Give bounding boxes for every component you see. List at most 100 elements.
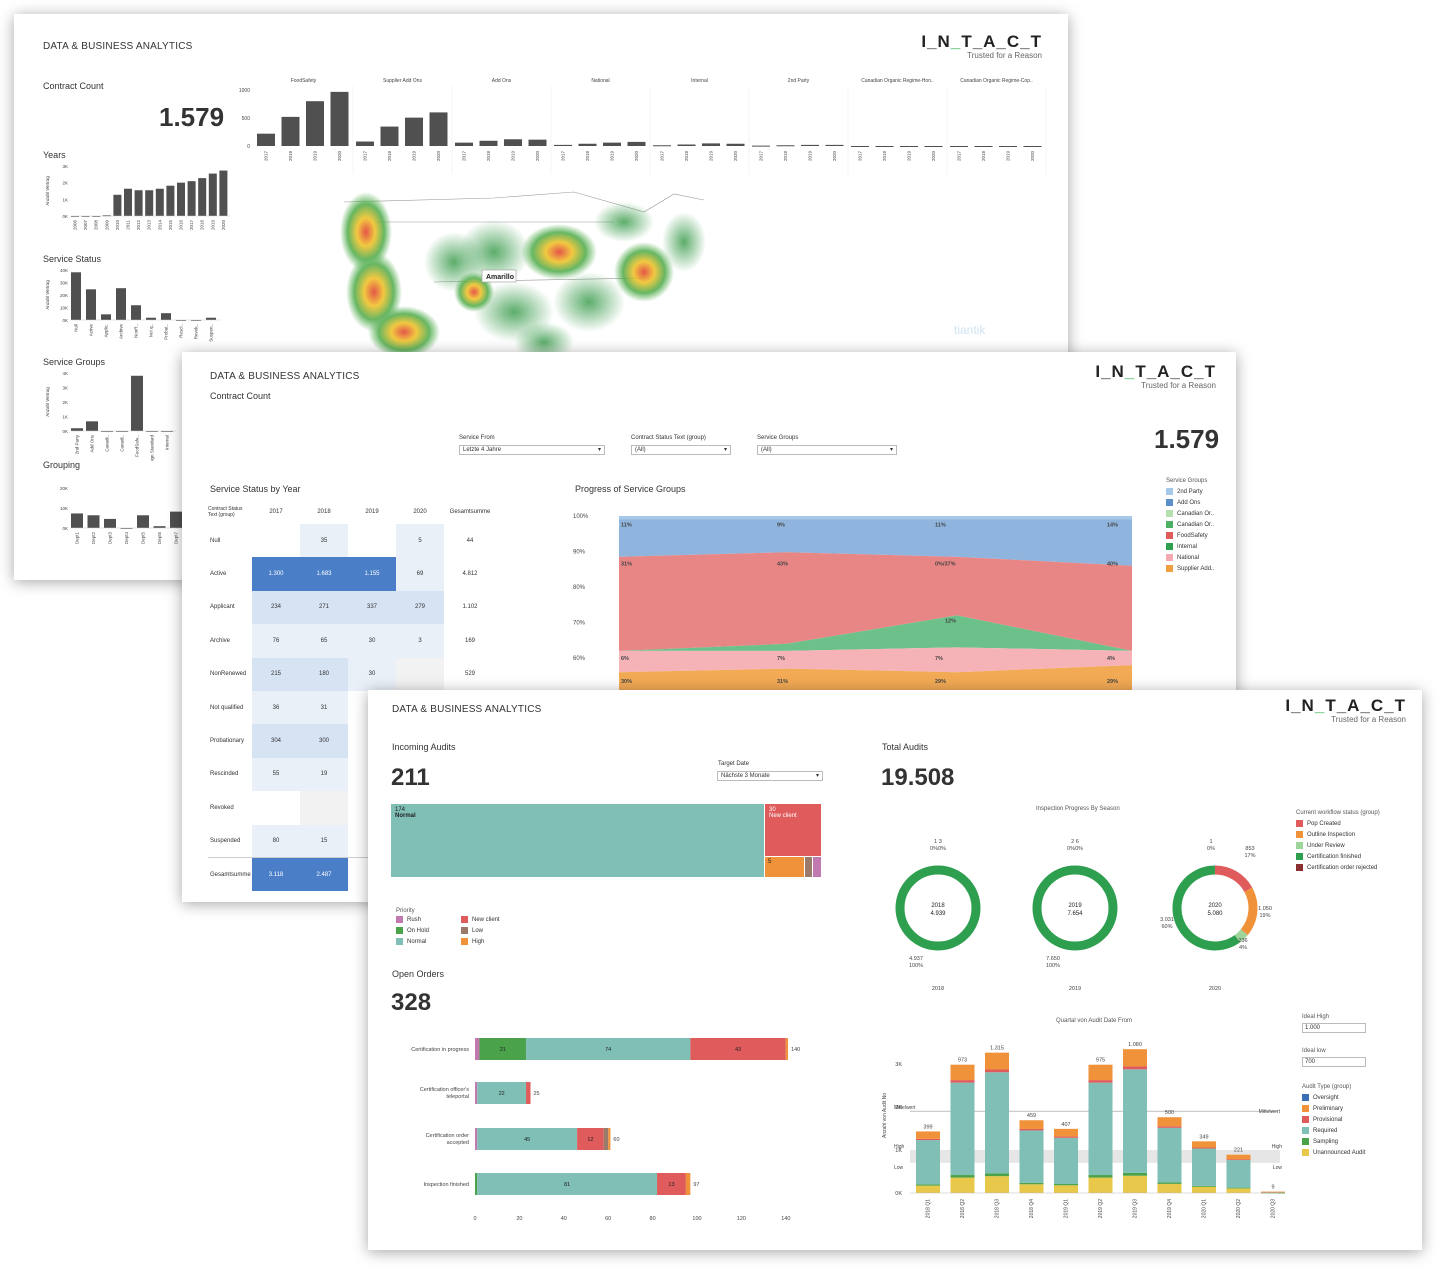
quarter-bar-segment (1123, 1049, 1147, 1067)
workflow-legend-item[interactable]: Outline Inspection (1296, 829, 1380, 840)
heatmap-cell[interactable] (396, 657, 444, 691)
legend-swatch (1296, 831, 1303, 838)
heatmap-cell[interactable] (348, 524, 396, 558)
treemap-rush[interactable] (813, 857, 821, 877)
audit-type-legend-item[interactable]: Provisional (1302, 1114, 1365, 1125)
quarter-bar-segment (916, 1140, 940, 1185)
heatmap-cell[interactable]: 271 (300, 590, 348, 625)
heatmap-cell[interactable] (252, 791, 300, 825)
service-groups-legend-item[interactable]: Add Ons (1166, 497, 1214, 508)
service-groups-legend-item[interactable]: Canadian Or.. (1166, 519, 1214, 530)
heatmap-cell[interactable]: 3.118 (252, 857, 300, 892)
bar (161, 313, 171, 320)
quarter-total-label: 221 (1234, 1148, 1243, 1154)
service-groups-legend-item[interactable]: Canadian Or.. (1166, 508, 1214, 519)
audit-type-legend-item[interactable]: Required (1302, 1125, 1365, 1136)
priority-legend-item[interactable]: High (461, 936, 526, 947)
heatmap-cell[interactable]: 337 (348, 590, 396, 625)
treemap-normal[interactable]: 174 Normal (391, 804, 764, 877)
audit-type-legend-item[interactable]: Preliminary (1302, 1103, 1365, 1114)
heatmap-cell[interactable]: 180 (300, 657, 348, 691)
heatmap-cell[interactable]: 30 (348, 657, 396, 691)
heatmap-cell[interactable]: 36 (252, 690, 300, 725)
priority-legend-item[interactable]: Low (461, 925, 526, 936)
treemap-low[interactable] (805, 857, 812, 877)
bar (306, 101, 324, 146)
audit-type-legend-item[interactable]: Unannounced Audit (1302, 1147, 1365, 1158)
heatmap-cell[interactable]: 80 (252, 824, 300, 858)
contract-count-value: 1.579 (159, 102, 225, 132)
treemap-new-client-label: New client (769, 813, 797, 819)
heatmap-cell[interactable]: 279 (396, 590, 444, 625)
heatmap-cell[interactable]: 529 (464, 671, 475, 678)
ideal-low-input[interactable]: 700 (1302, 1057, 1366, 1067)
x-tick-label: 2019 (907, 151, 912, 162)
service-groups-legend-item[interactable]: Internal (1166, 541, 1214, 552)
heatmap-cell[interactable]: 215 (252, 657, 300, 691)
contract-count-value: 1.579 (1154, 424, 1220, 454)
y-tick-label: 20K (60, 486, 68, 491)
priority-legend-item[interactable]: On Hold (396, 925, 461, 936)
usa-heat-map[interactable]: Amarillo tiantik (314, 182, 1034, 372)
x-tick-label: Suspen.. (209, 324, 214, 342)
heatmap-cell[interactable]: 19 (300, 757, 348, 792)
filter-service-groups-dropdown[interactable]: (All) ▾ (757, 445, 897, 455)
heatmap-cell[interactable] (300, 791, 348, 825)
service-groups-legend-item[interactable]: National (1166, 552, 1214, 563)
priority-legend-item[interactable]: Normal (396, 936, 461, 947)
heatmap-cell[interactable]: 169 (464, 637, 475, 644)
intact-logo: I_N_T_A_C_T Trusted for a Reason (1095, 362, 1216, 390)
x-tick-label: 2019 (709, 151, 714, 162)
treemap-high[interactable]: 5 (765, 857, 804, 877)
heatmap-cell[interactable]: 44 (466, 537, 474, 544)
filter-service-from-dropdown[interactable]: Letzte 4 Jahre ▾ (459, 445, 605, 455)
heatmap-cell[interactable]: 69 (396, 557, 444, 591)
treemap-normal-label: Normal (395, 813, 416, 819)
heatmap-cell[interactable]: 4.812 (462, 571, 478, 578)
heatmap-cell[interactable]: 1.155 (348, 557, 396, 591)
priority-legend-item[interactable]: New client (461, 914, 526, 925)
heatmap-cell[interactable]: 300 (300, 724, 348, 758)
chevron-down-icon: ▾ (889, 447, 893, 453)
workflow-legend-item[interactable]: Certification finished (1296, 851, 1380, 862)
workflow-legend-item[interactable]: Under Review (1296, 840, 1380, 851)
heatmap-cell[interactable]: 1.102 (462, 604, 478, 611)
heatmap-cell[interactable]: 1.300 (252, 557, 300, 591)
order-total-label: 60 (613, 1137, 619, 1143)
heatmap-cell[interactable]: 15 (300, 824, 348, 858)
x-tick-label: Applic. (104, 324, 109, 338)
heatmap-cell[interactable]: 76 (252, 624, 300, 658)
workflow-legend-item[interactable]: Certification order rejected (1296, 862, 1380, 873)
service-groups-legend-item[interactable]: 2nd Party (1166, 486, 1214, 497)
donut-bottom-pct: 100% (1046, 963, 1060, 969)
heatmap-cell[interactable]: 65 (300, 624, 348, 658)
heatmap-cell[interactable]: 3 (396, 624, 444, 658)
legend-swatch (396, 916, 403, 923)
treemap-new-client[interactable]: 30 New client (765, 804, 821, 856)
heatmap-cell[interactable] (252, 524, 300, 558)
progress-area-chart: 100% 90% 80% 70% 60% 11% 9% 11% 14% 31% 43% 0%/37% 4… (573, 514, 1132, 694)
heatmap-cell[interactable]: 55 (252, 757, 300, 792)
target-date-dropdown[interactable]: Nächste 3 Monate ▾ (717, 771, 823, 781)
heatmap-cell[interactable]: 5 (396, 524, 444, 558)
heatmap-cell[interactable]: 234 (252, 590, 300, 625)
heatmap-header-cell: Contract Status Text (group) (208, 506, 243, 518)
heatmap-cell[interactable]: 31 (300, 690, 348, 725)
ideal-high-input[interactable]: 1.000 (1302, 1023, 1366, 1033)
service-groups-legend-item[interactable]: FoodSafety (1166, 530, 1214, 541)
priority-legend-item[interactable]: Rush (396, 914, 461, 925)
x-tick-label: 80 (650, 1216, 656, 1222)
x-tick-label: 2017 (759, 151, 764, 162)
heatmap-cell[interactable]: 304 (252, 724, 300, 758)
x-tick-label: Probat.. (164, 324, 169, 340)
heatmap-cell[interactable]: 1.683 (300, 557, 348, 591)
workflow-legend-item[interactable]: Pop Created (1296, 818, 1380, 829)
service-groups-legend-item[interactable]: Supplier Add.. (1166, 563, 1214, 574)
heatmap-cell[interactable]: 30 (348, 624, 396, 658)
audit-type-legend-item[interactable]: Oversight (1302, 1092, 1365, 1103)
filter-contract-status-dropdown[interactable]: (All) ▾ (631, 445, 731, 455)
heatmap-cell[interactable]: 35 (300, 524, 348, 558)
quarterly-audits-bar-chart: 3K 2K 1K 0K Anzahl von Audit No Mittelwert Mit… (882, 1042, 1285, 1218)
heatmap-cell[interactable]: 2.487 (300, 857, 348, 892)
audit-type-legend-item[interactable]: Sampling (1302, 1136, 1365, 1147)
